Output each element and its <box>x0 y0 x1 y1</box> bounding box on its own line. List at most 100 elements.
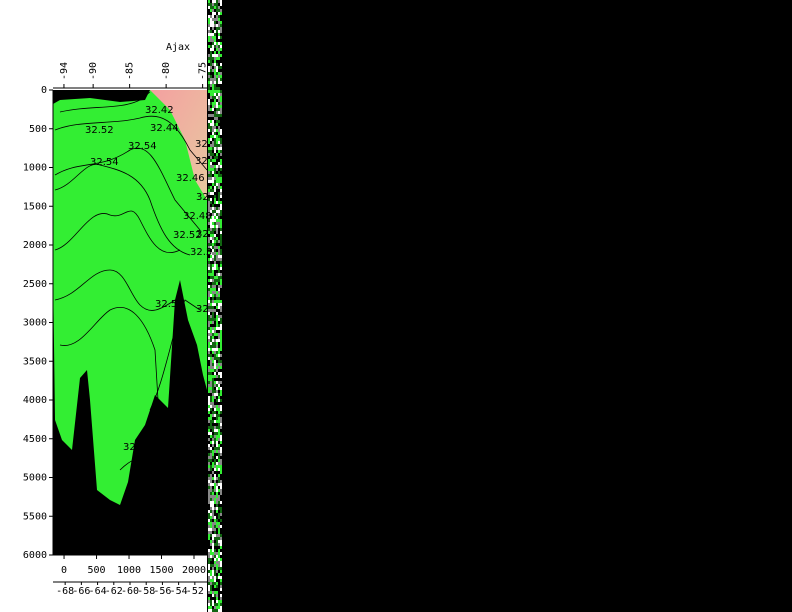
noise-pixel <box>210 153 212 156</box>
noise-pixel <box>218 303 220 306</box>
noise-pixel <box>218 183 220 186</box>
noise-pixel <box>212 276 214 279</box>
noise-pixel <box>208 393 210 396</box>
noise-pixel <box>210 171 212 174</box>
noise-pixel <box>212 180 214 183</box>
noise-pixel <box>210 525 212 528</box>
noise-pixel <box>212 123 214 126</box>
noise-pixel <box>216 597 218 600</box>
noise-pixel <box>216 555 218 558</box>
noise-pixel <box>212 45 214 48</box>
noise-pixel <box>214 432 216 435</box>
noise-pixel <box>216 54 218 57</box>
noise-pixel <box>210 432 212 435</box>
noise-pixel <box>216 390 218 393</box>
noise-pixel <box>220 318 222 321</box>
noise-pixel <box>210 405 212 408</box>
noise-pixel <box>220 345 222 348</box>
noise-pixel <box>210 393 212 396</box>
noise-pixel <box>218 429 220 432</box>
noise-pixel <box>214 51 216 54</box>
x3-tick-label: -85 <box>125 62 136 80</box>
noise-pixel <box>220 159 222 162</box>
noise-pixel <box>212 312 214 315</box>
noise-pixel <box>220 63 222 66</box>
noise-pixel <box>218 381 220 384</box>
noise-pixel <box>210 474 212 477</box>
noise-pixel <box>210 228 212 231</box>
noise-pixel <box>208 6 210 9</box>
noise-pixel <box>218 192 220 195</box>
noise-pixel <box>208 360 210 363</box>
noise-pixel <box>210 312 212 315</box>
noise-pixel <box>212 162 214 165</box>
noise-pixel <box>216 453 218 456</box>
noise-pixel <box>208 87 210 90</box>
noise-pixel <box>214 153 216 156</box>
noise-pixel <box>216 582 218 585</box>
noise-pixel <box>220 510 222 513</box>
noise-pixel <box>218 354 220 357</box>
noise-pixel <box>212 600 214 603</box>
noise-pixel <box>208 510 210 513</box>
noise-pixel <box>218 492 220 495</box>
noise-pixel <box>208 342 210 345</box>
noise-pixel <box>208 462 210 465</box>
noise-pixel <box>216 522 218 525</box>
noise-pixel <box>214 609 216 612</box>
noise-pixel <box>212 96 214 99</box>
noise-pixel <box>220 60 222 63</box>
noise-pixel <box>218 435 220 438</box>
noise-pixel <box>220 213 222 216</box>
noise-pixel <box>208 63 210 66</box>
noise-pixel <box>218 504 220 507</box>
noise-pixel <box>208 279 210 282</box>
noise-pixel <box>208 552 210 555</box>
noise-pixel <box>210 117 212 120</box>
noise-pixel <box>218 576 220 579</box>
noise-pixel <box>220 81 222 84</box>
noise-pixel <box>216 537 218 540</box>
noise-pixel <box>214 87 216 90</box>
noise-pixel <box>218 522 220 525</box>
noise-pixel <box>220 51 222 54</box>
noise-pixel <box>210 348 212 351</box>
noise-pixel <box>212 387 214 390</box>
noise-pixel <box>216 441 218 444</box>
noise-pixel <box>208 108 210 111</box>
noise-pixel <box>218 297 220 300</box>
noise-pixel <box>216 552 218 555</box>
noise-pixel <box>220 132 222 135</box>
noise-pixel <box>208 519 210 522</box>
noise-pixel <box>212 336 214 339</box>
noise-pixel <box>214 417 216 420</box>
noise-pixel <box>216 603 218 606</box>
noise-pixel <box>218 27 220 30</box>
noise-pixel <box>214 492 216 495</box>
noise-pixel <box>208 204 210 207</box>
noise-pixel <box>220 300 222 303</box>
noise-pixel <box>220 546 222 549</box>
noise-pixel <box>214 246 216 249</box>
noise-pixel <box>210 534 212 537</box>
noise-strip <box>208 0 222 612</box>
noise-pixel <box>218 387 220 390</box>
noise-pixel <box>208 402 210 405</box>
noise-pixel <box>216 207 218 210</box>
noise-pixel <box>216 528 218 531</box>
noise-pixel <box>218 402 220 405</box>
noise-pixel <box>220 492 222 495</box>
noise-pixel <box>210 24 212 27</box>
noise-pixel <box>220 324 222 327</box>
noise-pixel <box>220 378 222 381</box>
noise-pixel <box>216 270 218 273</box>
noise-pixel <box>216 297 218 300</box>
noise-pixel <box>208 540 210 543</box>
noise-pixel <box>212 366 214 369</box>
noise-pixel <box>210 600 212 603</box>
noise-pixel <box>220 360 222 363</box>
noise-pixel <box>218 570 220 573</box>
noise-pixel <box>216 39 218 42</box>
noise-pixel <box>220 156 222 159</box>
noise-pixel <box>214 435 216 438</box>
